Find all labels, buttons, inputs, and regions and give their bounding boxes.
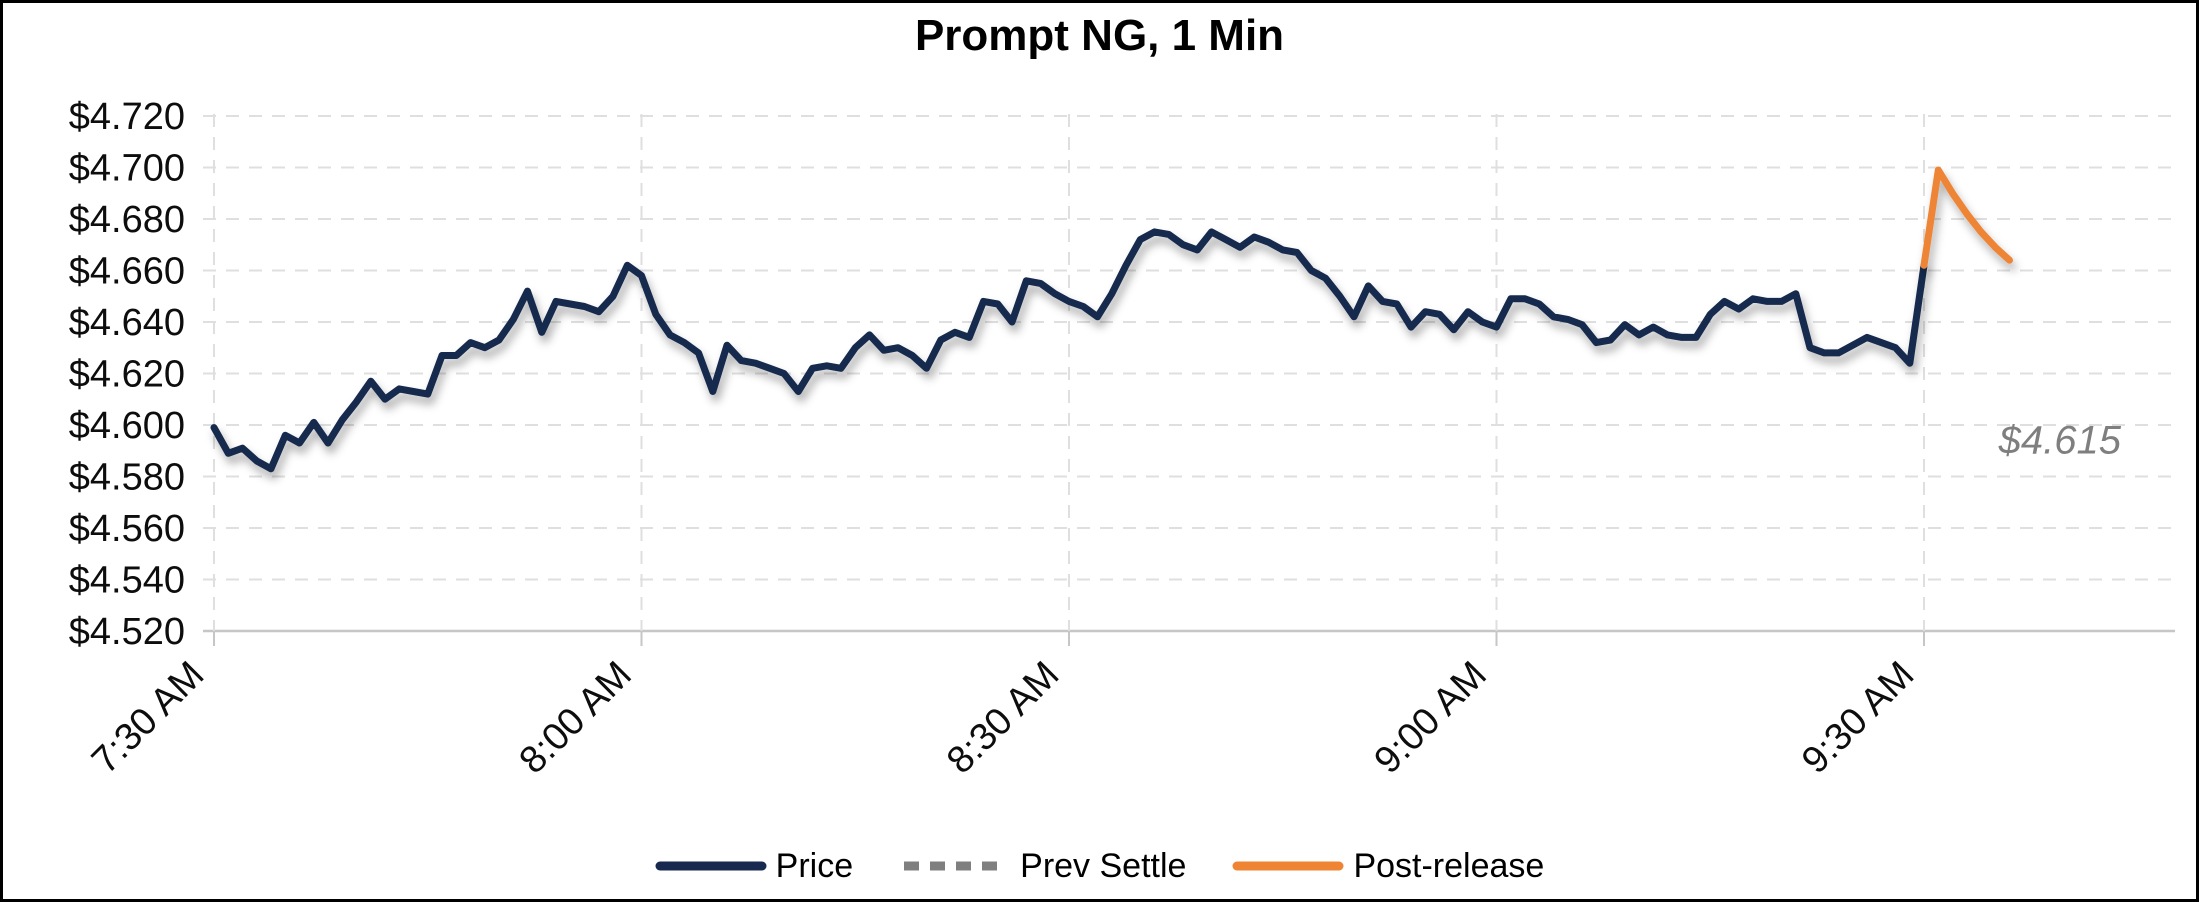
prev-settle-annotation: $4.615 — [1998, 418, 2122, 462]
y-axis-label: $4.520 — [69, 611, 185, 653]
legend-item-post-release: Post-release — [1232, 849, 1544, 883]
legend-item-price: Price — [655, 849, 853, 883]
y-axis-label: $4.580 — [69, 457, 185, 499]
y-axis-label: $4.720 — [69, 96, 185, 138]
legend: Price Prev Settle Post-release — [3, 849, 2196, 883]
legend-label: Prev Settle — [1020, 847, 1187, 885]
y-axis-label: $4.640 — [69, 302, 185, 344]
legend-swatch-solid — [655, 861, 767, 871]
y-axis-label: $4.600 — [69, 405, 185, 447]
legend-item-prev-settle: Prev Settle — [899, 849, 1186, 883]
chart-title: Prompt NG, 1 Min — [914, 11, 1285, 60]
y-axis-label: $4.560 — [69, 508, 185, 550]
legend-label: Post-release — [1353, 847, 1545, 885]
price-chart: $4.520 $4.540 $4.560 $4.580 $4.600 $4.620 $4.6… — [69, 96, 2175, 782]
post-release-line — [1920, 166, 2013, 269]
y-axis-label: $4.660 — [69, 251, 185, 293]
x-axis-label: 9:00 AM — [1367, 654, 1495, 782]
y-axis-label: $4.620 — [69, 354, 185, 396]
y-axis-label: $4.700 — [69, 148, 185, 190]
x-axis-label: 9:30 AM — [1794, 654, 1922, 782]
y-axis-label: $4.680 — [69, 199, 185, 241]
legend-label: Price — [775, 847, 854, 885]
x-axis-label: 8:30 AM — [939, 654, 1067, 782]
price-line — [210, 228, 1928, 473]
y-axis-label: $4.540 — [69, 560, 185, 602]
x-axis-label: 8:00 AM — [512, 654, 640, 782]
legend-swatch-dashed — [904, 861, 1007, 871]
legend-swatch-solid — [1232, 861, 1344, 871]
x-axis-label: 7:30 AM — [84, 654, 212, 782]
